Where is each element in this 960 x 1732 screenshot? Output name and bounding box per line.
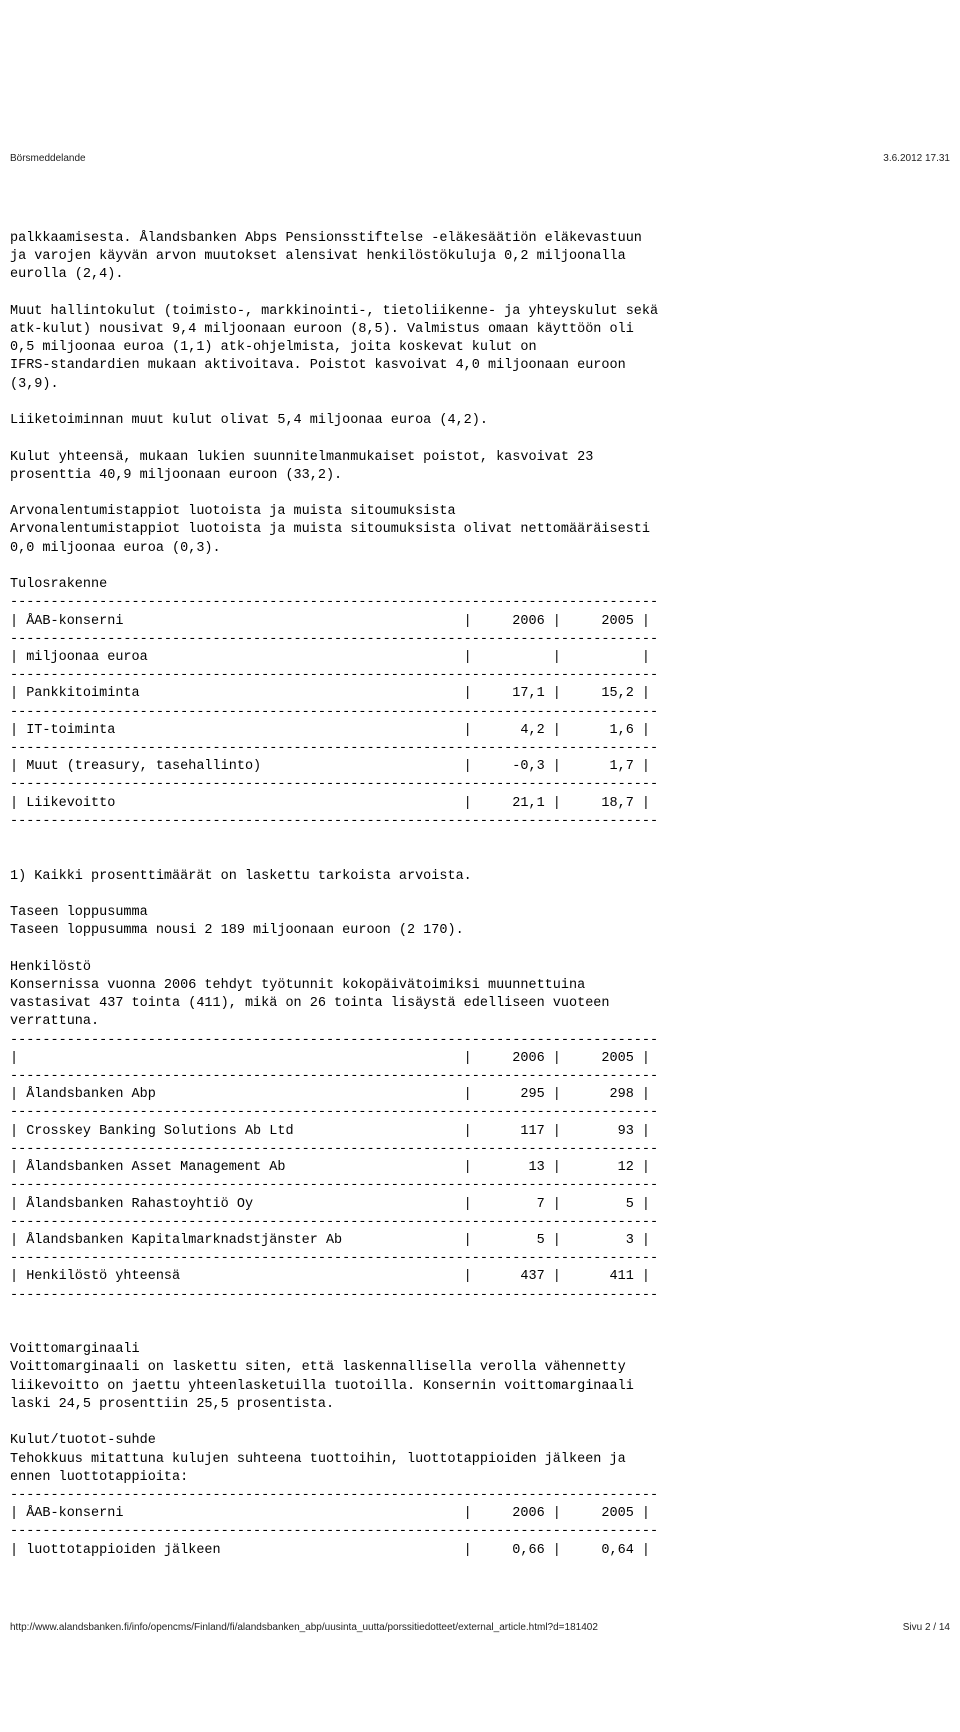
page: Börsmeddelande 3.6.2012 17.31 palkkaamis…	[0, 91, 960, 1641]
page-header: Börsmeddelande 3.6.2012 17.31	[10, 152, 950, 166]
document-body: palkkaamisesta. Ålandsbanken Abps Pensio…	[10, 230, 950, 1560]
header-right: 3.6.2012 17.31	[883, 152, 950, 166]
header-left: Börsmeddelande	[10, 152, 86, 166]
footer-url: http://www.alandsbanken.fi/info/opencms/…	[10, 1621, 598, 1635]
page-footer: http://www.alandsbanken.fi/info/opencms/…	[10, 1621, 950, 1635]
footer-page-number: Sivu 2 / 14	[903, 1621, 950, 1635]
